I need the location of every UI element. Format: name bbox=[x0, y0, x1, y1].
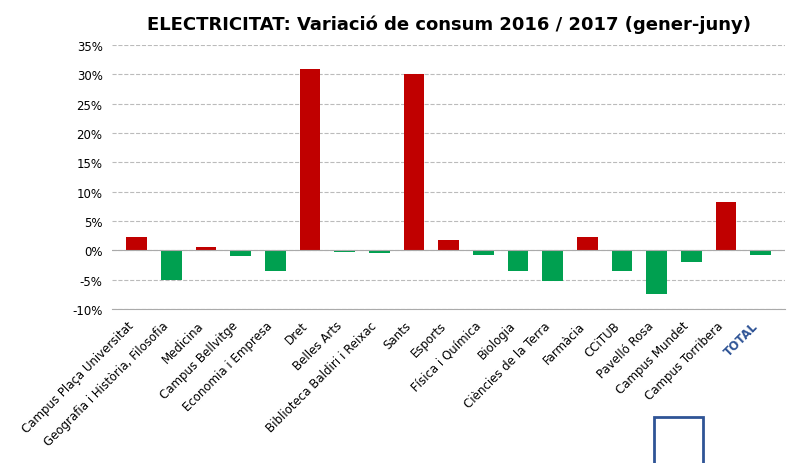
Title: ELECTRICITAT: Variació de consum 2016 / 2017 (gener-juny): ELECTRICITAT: Variació de consum 2016 / … bbox=[146, 15, 750, 33]
Bar bbox=[230, 251, 251, 257]
Bar bbox=[716, 202, 737, 251]
Bar bbox=[577, 238, 598, 251]
Bar bbox=[750, 251, 771, 256]
Bar bbox=[681, 251, 702, 263]
Bar bbox=[612, 251, 633, 271]
Bar bbox=[646, 251, 667, 295]
Bar bbox=[299, 69, 320, 251]
Bar bbox=[265, 251, 286, 271]
Bar bbox=[161, 251, 182, 280]
Bar bbox=[542, 251, 563, 282]
Bar bbox=[334, 251, 355, 253]
Bar bbox=[438, 240, 459, 251]
Bar bbox=[403, 75, 424, 251]
Bar bbox=[195, 248, 216, 251]
Bar bbox=[507, 251, 529, 271]
Bar bbox=[369, 251, 390, 254]
Bar bbox=[473, 251, 494, 256]
Bar bbox=[126, 238, 147, 251]
